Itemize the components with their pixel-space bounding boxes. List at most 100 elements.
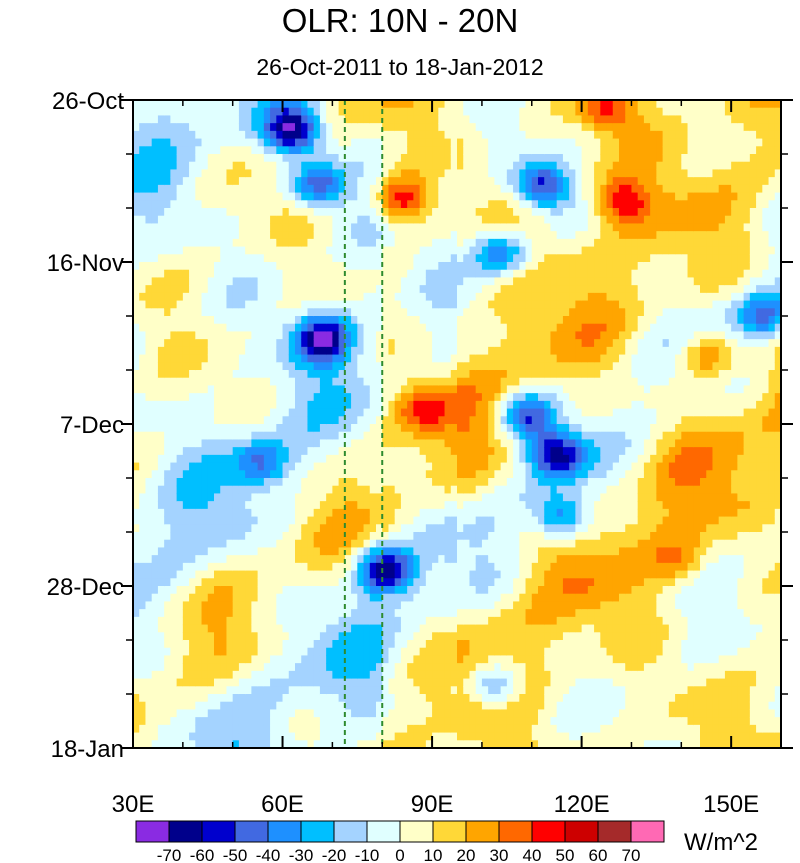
heat-cell — [307, 385, 315, 394]
heat-cell — [469, 316, 477, 325]
heat-cell — [376, 161, 383, 171]
heat-cell — [332, 215, 340, 225]
heat-cell — [400, 161, 408, 171]
heat-cell — [288, 416, 296, 425]
heat-cell — [469, 539, 477, 549]
heat-cell — [295, 377, 302, 387]
heat-cell — [195, 408, 203, 417]
heat-cell — [469, 408, 477, 417]
heat-cell — [388, 377, 396, 387]
heat-cell — [220, 547, 228, 556]
heat-cell — [301, 269, 309, 279]
heat-cell — [151, 277, 159, 286]
heat-cell — [463, 616, 471, 626]
heat-cell — [164, 416, 171, 425]
heat-cell — [407, 115, 414, 124]
heat-cell — [201, 431, 209, 441]
heat-cell — [338, 146, 346, 155]
heat-cell — [400, 485, 408, 495]
heat-cell — [463, 709, 471, 718]
heat-cell — [207, 107, 215, 117]
heat-cell — [407, 262, 414, 271]
heat-cell — [369, 501, 377, 510]
heat-cell — [438, 100, 446, 109]
heat-cell — [189, 115, 196, 124]
heat-cell — [326, 593, 333, 603]
heat-cell — [276, 570, 284, 579]
heat-cell — [469, 370, 477, 379]
heat-cell — [475, 624, 483, 633]
heat-cell — [201, 508, 209, 518]
heat-cell — [475, 593, 483, 603]
heat-cell — [419, 192, 427, 201]
heat-cell — [157, 223, 165, 232]
heat-cell — [394, 269, 402, 279]
heat-cell — [257, 277, 265, 286]
heat-cell — [145, 562, 153, 572]
heat-cell — [475, 470, 483, 479]
heat-cell — [238, 362, 246, 371]
heat-cell — [432, 408, 439, 417]
heat-cell — [481, 254, 489, 263]
heat-cell — [182, 161, 190, 171]
heat-cell — [469, 447, 477, 456]
heat-cell — [182, 609, 190, 618]
heat-cell — [257, 393, 265, 402]
heat-cell — [189, 454, 196, 464]
heat-cell — [145, 339, 153, 348]
heat-cell — [207, 300, 215, 309]
heat-cell — [133, 562, 140, 572]
heat-cell — [394, 462, 402, 471]
heat-cell — [369, 416, 377, 425]
heat-cell — [207, 485, 215, 495]
heat-cell — [139, 246, 147, 255]
heat-cell — [438, 177, 446, 186]
heat-cell — [444, 362, 452, 371]
heat-cell — [195, 300, 203, 309]
heat-cell — [326, 701, 333, 711]
heat-cell — [133, 586, 140, 595]
heat-cell — [288, 524, 296, 533]
heat-cell — [457, 292, 464, 302]
heat-cell — [263, 385, 271, 394]
heat-cell — [481, 470, 489, 479]
heat-cell — [301, 231, 309, 240]
heat-cell — [400, 231, 408, 240]
heat-cell — [475, 316, 483, 325]
heat-cell — [282, 184, 290, 194]
heat-cell — [251, 277, 259, 286]
heat-cell — [469, 562, 477, 572]
heat-cell — [432, 593, 439, 603]
heat-cell — [481, 694, 489, 703]
heat-cell — [444, 547, 452, 556]
heat-cell — [413, 439, 421, 448]
heat-cell — [295, 215, 302, 225]
heat-cell — [475, 616, 483, 626]
heat-cell — [481, 100, 489, 109]
heat-cell — [419, 393, 427, 402]
heat-cell — [270, 208, 277, 217]
heat-cell — [400, 323, 408, 333]
heat-cell — [195, 339, 203, 348]
heat-cell — [276, 431, 284, 441]
heat-cell — [133, 192, 140, 201]
heat-cell — [463, 262, 471, 271]
heat-cell — [157, 578, 165, 587]
heat-cell — [201, 609, 209, 618]
heat-cell — [151, 640, 159, 649]
heat-cell — [475, 686, 483, 695]
heat-cell — [338, 408, 346, 417]
heat-cell — [326, 562, 333, 572]
heat-cell — [195, 346, 203, 356]
heat-cell — [494, 616, 502, 626]
heat-cell — [369, 694, 377, 703]
heat-cell — [288, 292, 296, 302]
heat-cell — [288, 370, 296, 379]
heat-cell — [263, 516, 271, 525]
heat-cell — [288, 285, 296, 294]
heat-cell — [257, 547, 265, 556]
heat-cell — [475, 169, 483, 178]
heat-cell — [288, 146, 296, 155]
heat-cell — [170, 439, 178, 448]
heat-cell — [351, 686, 358, 695]
